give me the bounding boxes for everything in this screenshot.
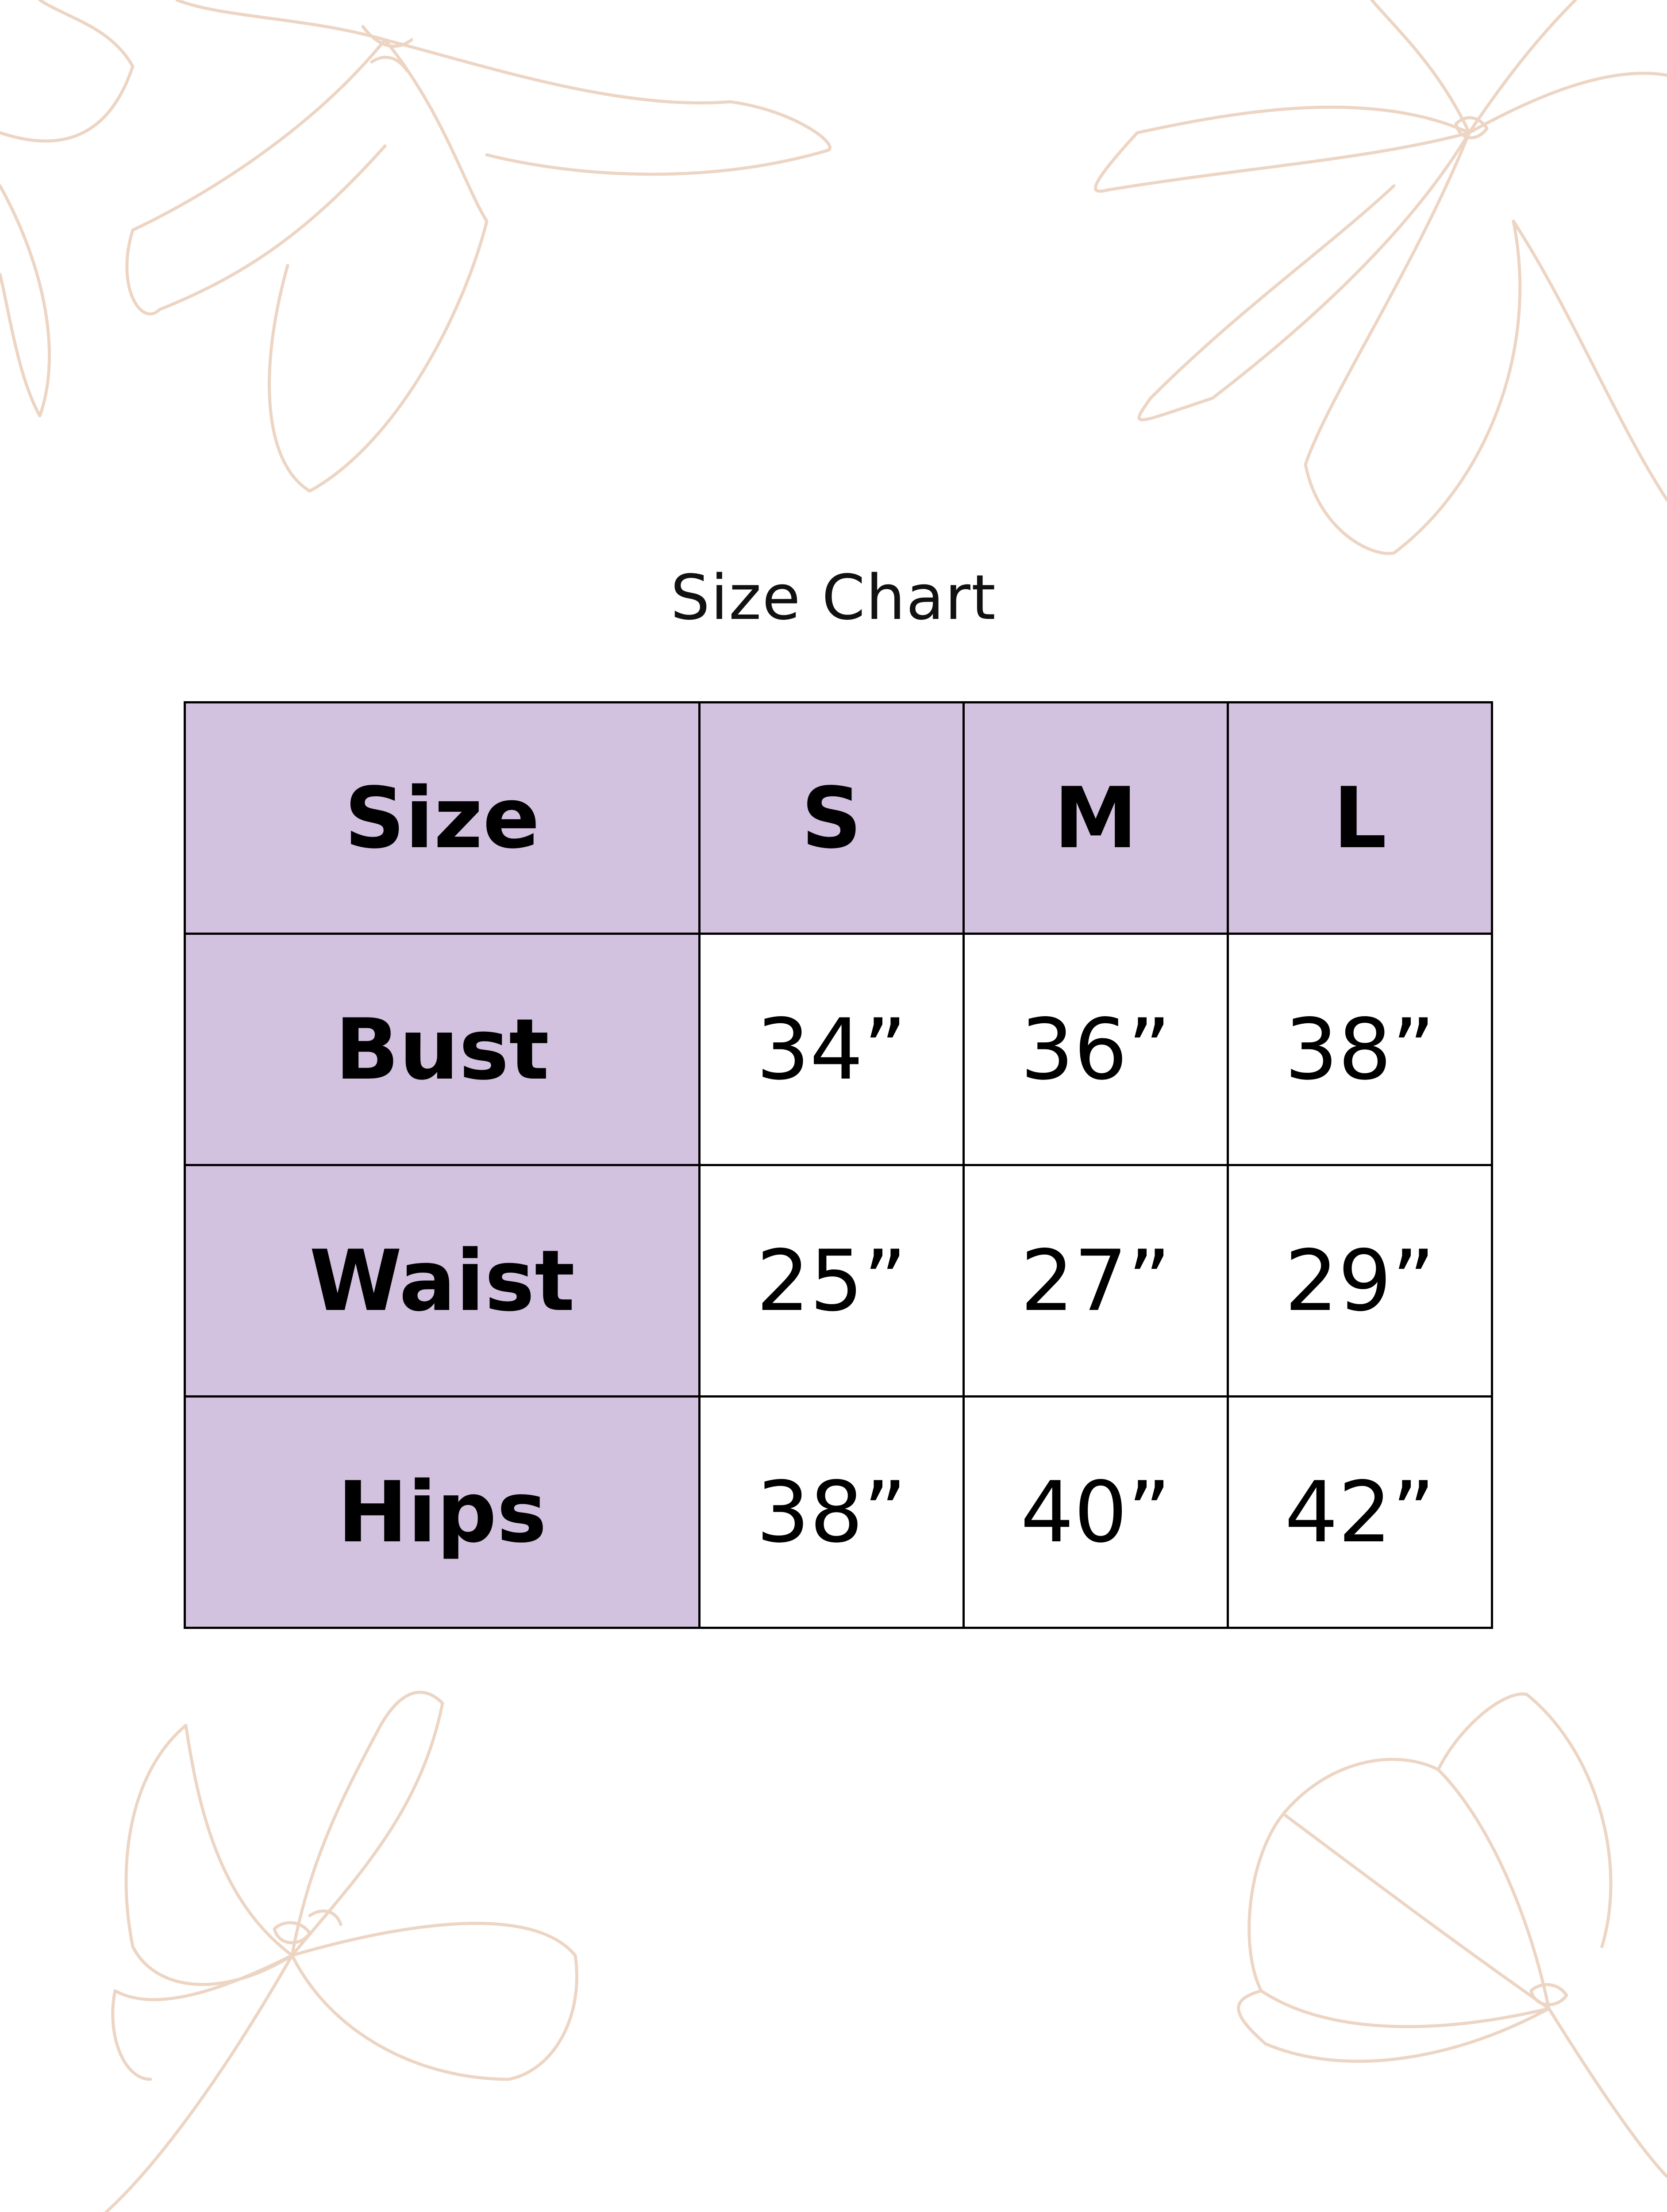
table-cell: 40”: [962, 1395, 1229, 1629]
row-label: Bust: [184, 933, 701, 1166]
size-chart-table: Size S M L Bust 34” 36” 38” Waist 25” 27…: [184, 701, 1493, 1629]
flower-bottom-left-icon: [104, 1690, 578, 2212]
table-row: Hips 38” 40” 42”: [184, 1395, 1493, 1629]
table-cell: 25”: [698, 1164, 965, 1398]
row-label: Hips: [184, 1395, 701, 1629]
table-cell: 29”: [1227, 1164, 1493, 1398]
flower-top-right-icon: [1094, 0, 1667, 555]
header-cell: S: [698, 701, 965, 935]
page-title: Size Chart: [670, 562, 997, 634]
header-cell: Size: [184, 701, 701, 935]
table-cell: 34”: [698, 933, 965, 1166]
table-cell: 38”: [1227, 933, 1493, 1166]
flower-top-left-icon: [0, 0, 832, 493]
flower-bottom-right-icon: [1237, 1692, 1667, 2178]
table-header-row: Size S M L: [184, 701, 1493, 935]
table-row: Bust 34” 36” 38”: [184, 933, 1493, 1166]
table-row: Waist 25” 27” 29”: [184, 1164, 1493, 1398]
table-cell: 42”: [1227, 1395, 1493, 1629]
table-cell: 38”: [698, 1395, 965, 1629]
row-label: Waist: [184, 1164, 701, 1398]
table-cell: 36”: [962, 933, 1229, 1166]
header-cell: M: [962, 701, 1229, 935]
header-cell: L: [1227, 701, 1493, 935]
table-cell: 27”: [962, 1164, 1229, 1398]
